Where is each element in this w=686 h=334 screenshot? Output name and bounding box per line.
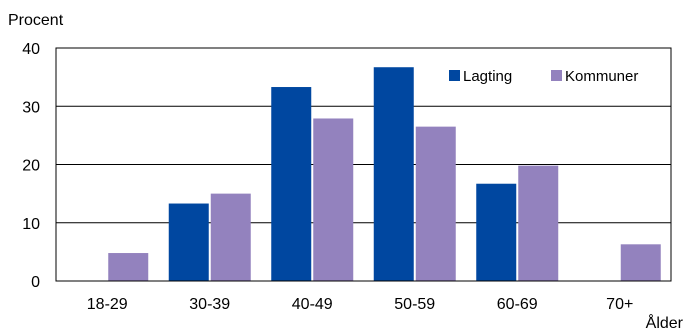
x-tick-label: 18-29 — [87, 296, 128, 313]
legend: Lagting Kommuner — [449, 68, 638, 85]
legend-label-kommuner: Kommuner — [565, 68, 638, 85]
y-axis-title: Procent — [8, 12, 64, 29]
bar-kommuner-30-39 — [210, 193, 251, 281]
bar-lagting-50-59 — [373, 67, 414, 281]
y-tick-label: 30 — [22, 99, 40, 116]
legend-swatch-lagting — [449, 70, 460, 81]
bar-lagting-30-39 — [168, 203, 209, 281]
bar-kommuner-40-49 — [313, 118, 354, 281]
y-tick-label: 20 — [22, 158, 40, 175]
x-tick-label: 50-59 — [394, 296, 435, 313]
bar-lagting-40-49 — [271, 87, 312, 281]
grid-lines — [56, 105, 671, 224]
y-tick-label: 10 — [22, 216, 40, 233]
bar-kommuner-50-59 — [415, 126, 456, 281]
bar-kommuner-70+ — [620, 244, 661, 281]
y-tick-label: 40 — [22, 41, 40, 58]
y-axis-ticks: 0 10 20 30 40 — [22, 41, 40, 291]
bars — [108, 67, 661, 281]
x-axis-ticks: 18-29 30-39 40-49 50-59 60-69 70+ — [87, 296, 634, 313]
legend-label-lagting: Lagting — [463, 68, 512, 85]
y-tick-label: 0 — [31, 274, 40, 291]
legend-swatch-kommuner — [551, 70, 562, 81]
bar-lagting-60-69 — [476, 183, 517, 281]
plot-frame — [55, 47, 672, 282]
x-axis-title: Ålder — [646, 313, 684, 332]
x-tick-label: 30-39 — [189, 296, 230, 313]
bar-kommuner-60-69 — [518, 165, 559, 281]
bar-kommuner-18-29 — [108, 253, 149, 281]
x-tick-label: 70+ — [606, 296, 633, 313]
x-tick-label: 60-69 — [497, 296, 538, 313]
x-tick-label: 40-49 — [292, 296, 333, 313]
